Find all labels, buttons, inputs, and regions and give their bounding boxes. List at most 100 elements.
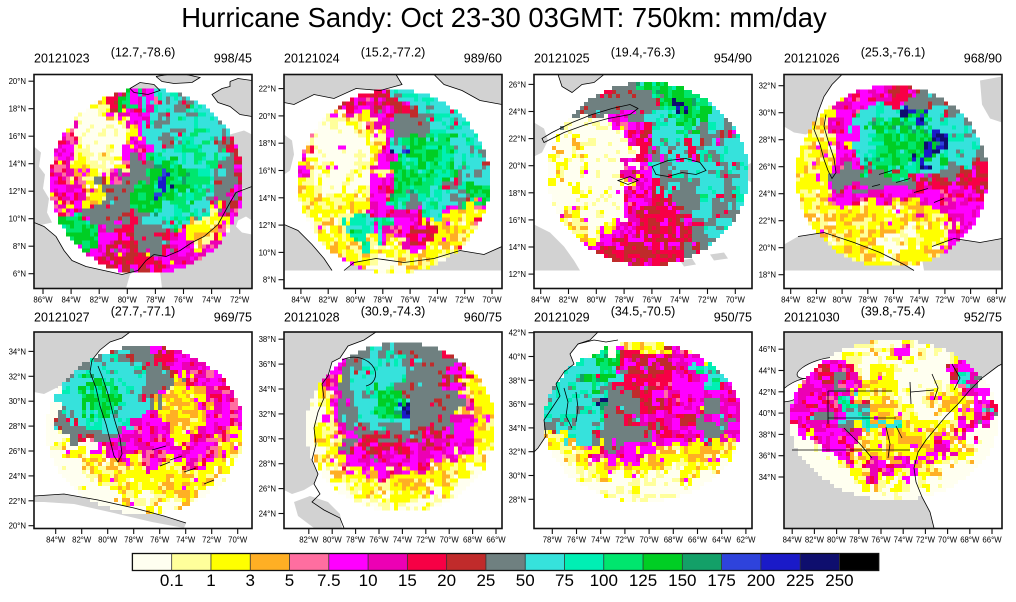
svg-text:(15.2,-77.2): (15.2,-77.2)	[361, 46, 426, 60]
svg-text:954/90: 954/90	[714, 52, 752, 66]
svg-text:20°N: 20°N	[259, 112, 276, 121]
svg-text:3: 3	[246, 571, 255, 590]
svg-text:80°W: 80°W	[587, 296, 607, 305]
svg-text:82°W: 82°W	[90, 296, 110, 305]
svg-text:78°W: 78°W	[543, 536, 563, 545]
svg-text:78°W: 78°W	[346, 536, 366, 545]
svg-text:20121023: 20121023	[34, 52, 90, 66]
svg-text:20121029: 20121029	[534, 311, 590, 325]
svg-text:74°W: 74°W	[591, 536, 611, 545]
svg-text:952/75: 952/75	[964, 311, 1002, 325]
svg-text:76°W: 76°W	[150, 536, 170, 545]
svg-text:82°W: 82°W	[299, 536, 319, 545]
svg-text:24°N: 24°N	[759, 190, 776, 199]
svg-text:8°N: 8°N	[13, 242, 26, 251]
svg-text:10: 10	[359, 571, 378, 590]
svg-text:15: 15	[398, 571, 417, 590]
svg-text:6°N: 6°N	[13, 270, 26, 279]
svg-text:14°N: 14°N	[509, 243, 526, 252]
svg-text:80°W: 80°W	[98, 536, 118, 545]
svg-text:76°W: 76°W	[401, 296, 421, 305]
svg-text:30°N: 30°N	[9, 397, 26, 406]
svg-text:30°N: 30°N	[259, 435, 276, 444]
svg-text:76°W: 76°W	[567, 536, 587, 545]
svg-text:225: 225	[786, 571, 814, 590]
svg-text:960/75: 960/75	[464, 311, 502, 325]
svg-text:68°W: 68°W	[664, 536, 684, 545]
svg-text:44°N: 44°N	[759, 367, 776, 376]
svg-text:20°N: 20°N	[509, 162, 526, 171]
svg-text:950/75: 950/75	[714, 311, 752, 325]
svg-text:12°N: 12°N	[259, 221, 276, 230]
svg-text:38°N: 38°N	[509, 376, 526, 385]
svg-text:74°W: 74°W	[176, 536, 196, 545]
svg-text:68°W: 68°W	[960, 536, 980, 545]
svg-text:70°W: 70°W	[726, 296, 746, 305]
svg-text:100: 100	[590, 571, 618, 590]
svg-text:72°W: 72°W	[935, 296, 955, 305]
svg-text:80°W: 80°W	[323, 536, 343, 545]
svg-text:20121027: 20121027	[34, 311, 90, 325]
svg-text:998/45: 998/45	[214, 52, 252, 66]
svg-text:32°N: 32°N	[259, 410, 276, 419]
svg-text:20°N: 20°N	[9, 77, 26, 86]
svg-text:16°N: 16°N	[509, 216, 526, 225]
svg-text:16°N: 16°N	[259, 167, 276, 176]
svg-text:32°N: 32°N	[509, 448, 526, 457]
svg-text:82°W: 82°W	[805, 536, 825, 545]
svg-text:250: 250	[825, 571, 853, 590]
svg-text:14°N: 14°N	[9, 160, 26, 169]
svg-text:34°N: 34°N	[759, 473, 776, 482]
svg-text:84°W: 84°W	[62, 296, 82, 305]
svg-text:72°W: 72°W	[916, 536, 936, 545]
svg-text:(39.8,-75.4): (39.8,-75.4)	[861, 305, 926, 319]
svg-text:12°N: 12°N	[9, 187, 26, 196]
svg-text:28°N: 28°N	[509, 495, 526, 504]
svg-text:86°W: 86°W	[33, 296, 53, 305]
svg-text:42°N: 42°N	[509, 329, 526, 338]
svg-text:28°N: 28°N	[259, 460, 276, 469]
svg-text:76°W: 76°W	[369, 536, 389, 545]
svg-text:50: 50	[516, 571, 535, 590]
svg-text:24°N: 24°N	[259, 510, 276, 519]
svg-text:(19.4,-76.3): (19.4,-76.3)	[611, 46, 676, 60]
svg-text:66°W: 66°W	[982, 536, 1002, 545]
svg-text:22°N: 22°N	[509, 135, 526, 144]
svg-text:78°W: 78°W	[849, 536, 869, 545]
svg-text:70°W: 70°W	[228, 536, 248, 545]
svg-text:26°N: 26°N	[509, 80, 526, 89]
svg-text:20: 20	[437, 571, 456, 590]
svg-text:74°W: 74°W	[428, 296, 448, 305]
svg-text:66°W: 66°W	[486, 536, 506, 545]
svg-text:40°N: 40°N	[509, 353, 526, 362]
svg-text:64°W: 64°W	[712, 536, 732, 545]
svg-text:36°N: 36°N	[259, 360, 276, 369]
svg-text:36°N: 36°N	[759, 452, 776, 461]
svg-text:74°W: 74°W	[393, 536, 413, 545]
svg-text:70°W: 70°W	[482, 296, 502, 305]
svg-text:(25.3,-76.1): (25.3,-76.1)	[861, 46, 926, 60]
svg-text:42°N: 42°N	[759, 388, 776, 397]
svg-text:18°N: 18°N	[759, 271, 776, 280]
svg-text:68°W: 68°W	[987, 296, 1007, 305]
svg-text:25: 25	[476, 571, 495, 590]
svg-text:20°N: 20°N	[9, 522, 26, 531]
svg-text:24°N: 24°N	[9, 472, 26, 481]
svg-text:74°W: 74°W	[202, 296, 222, 305]
svg-text:22°N: 22°N	[9, 497, 26, 506]
svg-text:76°W: 76°W	[884, 296, 904, 305]
svg-text:84°W: 84°W	[46, 536, 66, 545]
svg-text:82°W: 82°W	[72, 536, 92, 545]
svg-text:66°W: 66°W	[688, 536, 708, 545]
svg-text:18°N: 18°N	[259, 139, 276, 148]
svg-text:72°W: 72°W	[615, 536, 635, 545]
svg-text:38°N: 38°N	[759, 430, 776, 439]
svg-text:18°N: 18°N	[509, 189, 526, 198]
svg-text:72°W: 72°W	[455, 296, 475, 305]
svg-text:26°N: 26°N	[9, 447, 26, 456]
svg-text:24°N: 24°N	[509, 108, 526, 117]
svg-text:26°N: 26°N	[259, 485, 276, 494]
svg-text:84°W: 84°W	[781, 296, 801, 305]
svg-text:72°W: 72°W	[230, 296, 250, 305]
svg-text:18°N: 18°N	[9, 105, 26, 114]
